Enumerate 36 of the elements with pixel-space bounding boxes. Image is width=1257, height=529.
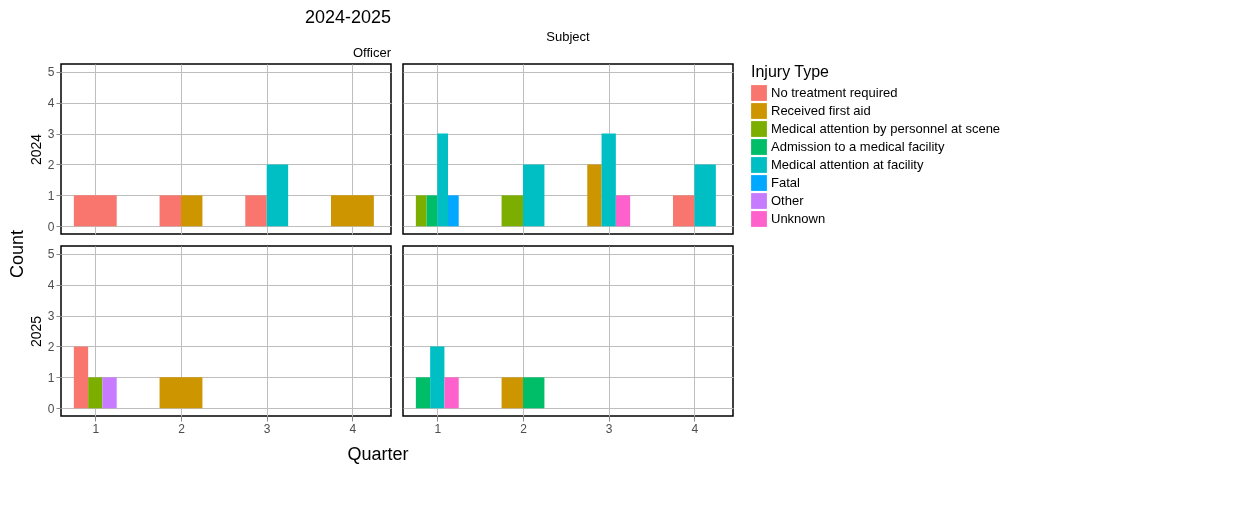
y-tick-label: 2: [47, 339, 55, 354]
x-tick-label: 4: [691, 421, 699, 436]
y-tick-label: 1: [47, 370, 55, 385]
x-tick-label: 2: [178, 421, 186, 436]
x-tick-label: 3: [605, 421, 613, 436]
legend-label: Other: [771, 193, 805, 208]
y-tick-label: 5: [47, 247, 55, 262]
legend-label: Unknown: [771, 211, 826, 226]
legend-label: Admission to a medical facility: [771, 139, 945, 154]
text: 2024: [27, 133, 44, 166]
y-tick-label: 4: [47, 96, 55, 111]
x-tick-label: 3: [263, 421, 271, 436]
chart-title: 2024-2025: [304, 7, 391, 27]
x-axis-title: Quarter: [347, 444, 409, 464]
y-tick-label: 3: [47, 127, 55, 142]
x-tick-label: 2: [520, 421, 528, 436]
y-tick-label: 5: [47, 65, 55, 80]
legend-label: No treatment required: [771, 85, 898, 100]
y-tick-label: 3: [47, 309, 55, 324]
chart-subtitle: Officer: [352, 45, 392, 60]
y-tick-label: 1: [47, 188, 55, 203]
y-axis-title: Count: [7, 229, 27, 279]
x-tick-label: 1: [434, 421, 442, 436]
legend-label: Medical attention at facility: [771, 157, 924, 172]
text: 2025: [27, 315, 44, 348]
y-tick-label: 0: [47, 219, 55, 234]
y-tick-label: 2: [47, 157, 55, 172]
legend-label: Received first aid: [771, 103, 871, 118]
y-tick-label: 4: [47, 278, 55, 293]
y-tick-label: 0: [47, 401, 55, 416]
x-tick-label: 1: [92, 421, 100, 436]
legend-label: Fatal: [771, 175, 801, 190]
chart-subtitle: Subject: [546, 29, 591, 44]
legend-title: Injury Type: [751, 63, 830, 80]
legend-label: Medical attention by personnel at scene: [771, 121, 1001, 136]
x-tick-label: 4: [349, 421, 357, 436]
